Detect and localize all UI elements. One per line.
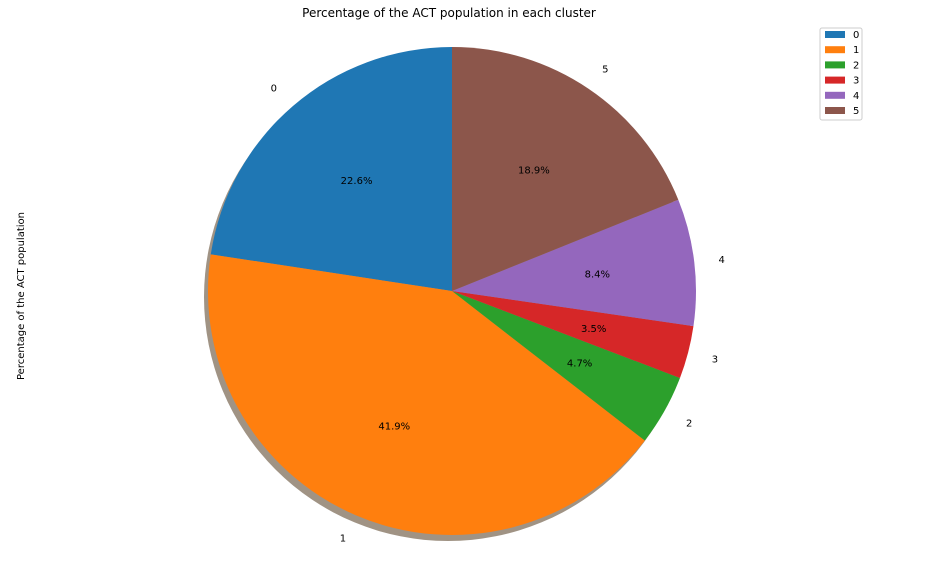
pie-percent-label-4: 8.4% xyxy=(585,270,610,281)
legend-label-1: 1 xyxy=(853,45,859,56)
legend-label-0: 0 xyxy=(853,30,859,41)
pie-slice-0 xyxy=(210,47,452,291)
legend-label-3: 3 xyxy=(853,76,859,87)
legend-swatch-4 xyxy=(825,91,845,99)
pie-category-label-5: 5 xyxy=(602,65,608,76)
legend-swatch-1 xyxy=(825,46,845,54)
legend: 0 1 2 3 4 5 xyxy=(819,27,863,121)
legend-swatch-5 xyxy=(825,107,845,114)
pie-category-label-0: 0 xyxy=(271,83,277,94)
pie-percent-label-5: 18.9% xyxy=(518,166,550,177)
legend-label-2: 2 xyxy=(853,60,859,71)
percent-labels: 22.6% 41.9% 4.7% 3.5% 8.4% 18.9% xyxy=(341,166,610,433)
pie-category-label-4: 4 xyxy=(718,255,724,266)
chart-title: Percentage of the ACT population in each… xyxy=(302,6,596,20)
pie-percent-label-2: 4.7% xyxy=(567,359,592,370)
pie-percent-label-0: 22.6% xyxy=(341,176,373,187)
pie-percent-label-1: 41.9% xyxy=(378,422,410,433)
pie-slice-5 xyxy=(452,47,679,291)
pie-slices xyxy=(208,47,696,535)
pie-slice-4 xyxy=(452,199,696,327)
legend-swatch-0 xyxy=(825,31,845,38)
legend-swatch-3 xyxy=(825,76,845,84)
category-labels: 0 1 2 3 4 5 xyxy=(271,65,725,545)
pie-slice-3 xyxy=(452,291,694,378)
pie-percent-label-3: 3.5% xyxy=(581,324,606,335)
pie-category-label-2: 2 xyxy=(686,419,692,430)
pie-category-label-1: 1 xyxy=(340,534,346,545)
pie-category-label-3: 3 xyxy=(712,355,718,366)
pie-slice-1 xyxy=(208,254,645,535)
legend-label-4: 4 xyxy=(853,91,859,102)
pie-slice-2 xyxy=(452,291,680,441)
legend-label-5: 5 xyxy=(853,106,859,117)
legend-swatch-2 xyxy=(825,61,845,69)
y-axis-label: Percentage of the ACT population xyxy=(16,212,27,380)
